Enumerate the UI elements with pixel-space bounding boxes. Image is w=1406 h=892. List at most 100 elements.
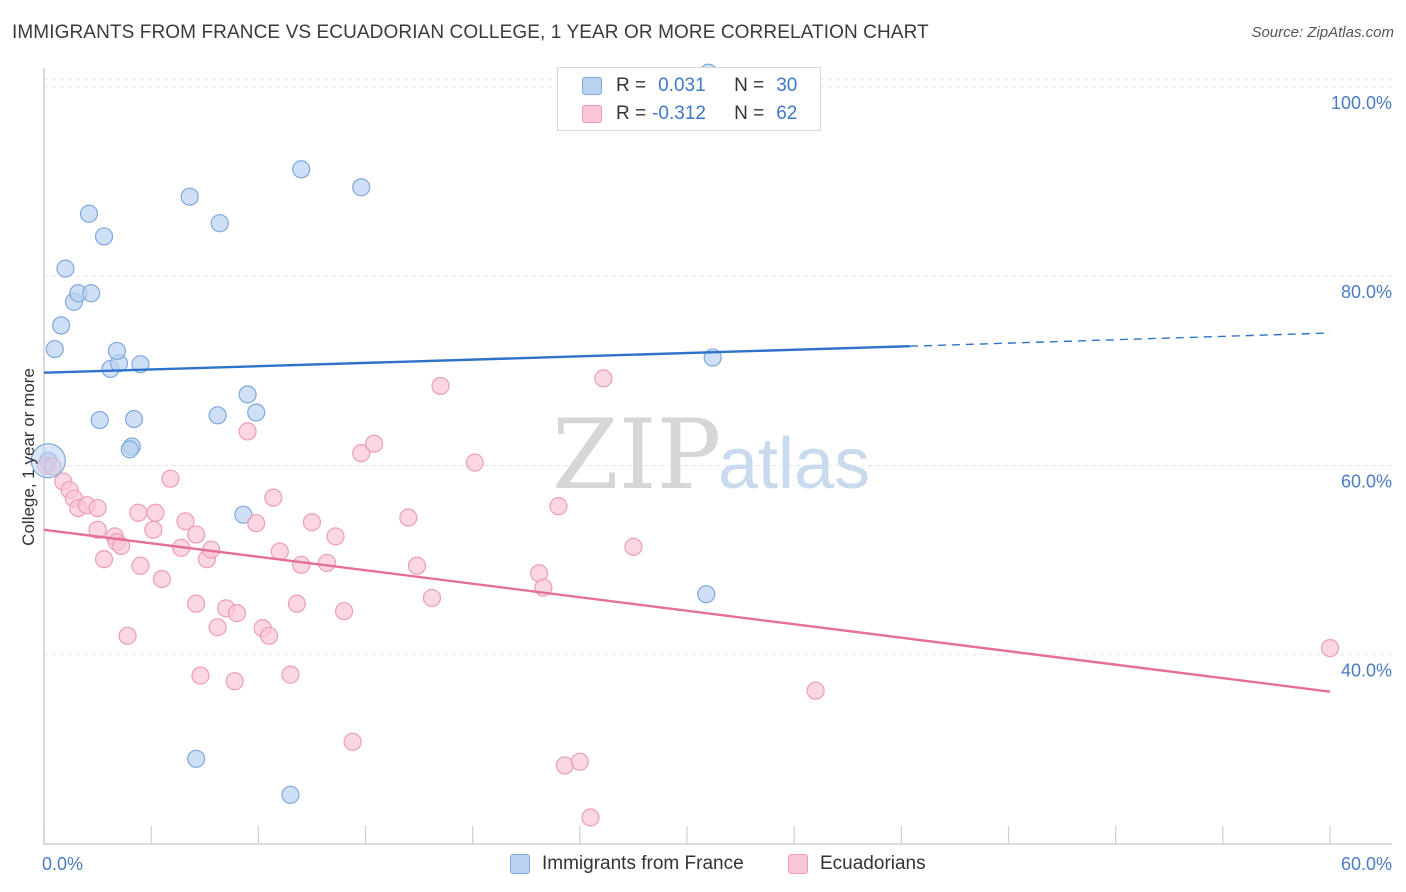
ecuador-point-48: [407, 556, 427, 575]
ecuador-point-9: [94, 550, 114, 569]
ecuador-point-41: [317, 553, 337, 573]
ecuador-point-14: [131, 556, 150, 575]
ecuador-point-24: [191, 666, 210, 685]
watermark-zip: ZIP: [552, 399, 721, 511]
x-tick-label-1: 60.0%: [1341, 854, 1392, 874]
ecuador-point-30: [227, 603, 246, 623]
ecuador-point-40: [302, 513, 322, 532]
france-point-1: [45, 339, 64, 359]
france-point-17: [180, 187, 199, 206]
x-tick-label-0: 0.0%: [42, 854, 83, 874]
y-tick-label-2: 60.0%: [1341, 471, 1392, 491]
ecuador-point-32: [247, 514, 266, 533]
france-point-25: [187, 749, 206, 768]
ecuador-point-57: [581, 808, 600, 827]
ecuador-point-60: [806, 681, 825, 700]
points-layer: [30, 63, 1340, 827]
france-point-26: [281, 785, 300, 804]
ecuador-point-23: [187, 525, 206, 544]
ecuador-point-43: [334, 602, 354, 621]
france-point-9: [90, 410, 109, 430]
y-tick-label-0: 100.0%: [1331, 93, 1392, 113]
ecuador-point-21: [176, 512, 195, 531]
watermark-atlas: atlas: [718, 424, 870, 504]
correlation-legend: R = 0.031 N = 30 R = -0.312 N = 62: [557, 67, 821, 131]
france-point-12: [107, 341, 126, 361]
ecuador-point-46: [364, 434, 384, 453]
label-layer: College, 1 year or more 100.0% 80.0% 60.0%…: [19, 93, 1392, 874]
france-point-8: [94, 227, 114, 246]
ecuador-point-13: [118, 626, 137, 645]
ecuador-point-16: [144, 520, 163, 539]
ecuador-point-29: [225, 672, 244, 691]
ecuador-point-59: [624, 537, 643, 556]
bottom-legend-ecuador: Ecuadorians: [788, 851, 926, 877]
ecuador-point-56: [570, 752, 589, 771]
france-point-large: [30, 443, 66, 479]
bottom-legend-label-ecuador: Ecuadorians: [820, 853, 926, 874]
france-point-14: [124, 409, 144, 429]
ecuador-point-39: [292, 555, 311, 574]
legend-swatch-ecuador: [582, 105, 602, 123]
y-axis-label: College, 1 year or more: [19, 368, 38, 546]
legend-n-label: N =: [734, 75, 765, 96]
ecuador-point-8: [88, 520, 107, 539]
france-point-6: [79, 204, 99, 223]
legend-r-label: R =: [616, 75, 647, 96]
ecuador-point-44: [343, 732, 362, 751]
ecuador-point-19: [161, 469, 180, 488]
ecuador-point-54: [549, 497, 568, 516]
ecuador-point-17: [146, 503, 165, 522]
ecuador-point-55: [555, 756, 574, 775]
ecuador-point-18: [152, 569, 171, 589]
ecuador-point-34: [259, 626, 279, 645]
france-trend-line: [43, 345, 910, 374]
france-point-22: [292, 160, 311, 179]
y-tick-label-3: 40.0%: [1341, 661, 1392, 681]
legend-n-value-ecuador: 62: [776, 103, 798, 124]
france-point-23: [352, 178, 371, 197]
france-point-16: [120, 440, 139, 459]
france-point-18: [210, 214, 229, 233]
ecuador-point-35: [264, 488, 283, 507]
legend-row-france: R = 0.031 N = 30: [582, 74, 797, 98]
ecuador-trend-line: [43, 528, 1331, 693]
france-trend-line-extension: [909, 332, 1331, 347]
france-point-3: [56, 259, 75, 278]
watermark: ZIP atlas: [552, 399, 870, 511]
france-point-19: [208, 406, 227, 425]
france-point-28: [697, 585, 716, 604]
legend-r-value-france: 0.031: [658, 75, 706, 96]
bottom-legend-swatch-ecuador: [788, 854, 808, 874]
ecuador-point-22: [187, 594, 206, 613]
bottom-legend-label-france: Immigrants from France: [542, 853, 744, 874]
ecuador-point-47: [399, 508, 418, 527]
legend-r-value-ecuador: -0.312: [652, 103, 706, 124]
ecuador-point-31: [238, 422, 257, 441]
france-point-2: [52, 316, 71, 335]
france-point-20: [238, 385, 257, 404]
ecuador-point-50: [431, 376, 450, 396]
legend-swatch-france: [582, 77, 602, 95]
ecuador-point-7: [88, 498, 107, 518]
ecuador-point-58: [594, 369, 613, 388]
france-point-7: [82, 284, 101, 303]
ecuador-point-38: [287, 594, 307, 613]
ecuador-point-51: [465, 453, 484, 472]
ecuador-point-12: [112, 536, 131, 556]
legend-row-ecuador: R = -0.312 N = 62: [582, 102, 797, 126]
bottom-legend-france: Immigrants from France: [510, 851, 744, 877]
france-point-24: [234, 505, 253, 524]
ecuador-point-37: [281, 665, 300, 684]
y-tick-label-1: 80.0%: [1341, 282, 1392, 302]
ecuador-point-49: [422, 588, 442, 608]
legend-n-value-france: 30: [776, 75, 798, 96]
ecuador-point-45: [352, 444, 371, 463]
ecuador-point-61: [1320, 639, 1340, 658]
ecuador-point-27: [208, 618, 227, 637]
legend-r-label: R =: [616, 103, 647, 124]
source-label: Source: ZipAtlas.com: [1251, 24, 1394, 41]
bottom-legend-swatch-france: [510, 854, 530, 874]
ecuador-point-42: [326, 527, 345, 546]
legend-n-label: N =: [734, 103, 765, 124]
